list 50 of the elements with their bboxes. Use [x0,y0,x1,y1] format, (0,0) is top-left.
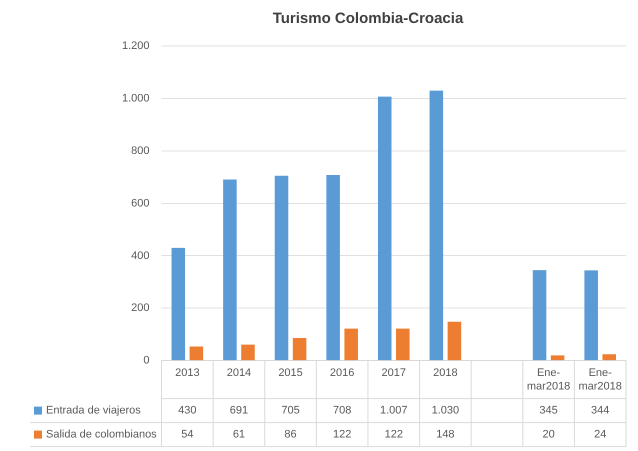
bar [274,176,288,360]
data-label: 122 [384,428,403,441]
bar [532,270,546,360]
bar [190,346,204,360]
data-label: 1.007 [380,404,408,417]
y-tick-label: 1.000 [122,92,150,104]
bar [223,179,237,360]
y-tick-label: 1.200 [122,40,150,52]
x-tick-label: 2018 [433,367,458,380]
data-label: 148 [436,428,455,441]
y-tick-label: 600 [131,197,150,210]
data-label: 345 [539,404,558,417]
y-tick-label: 200 [131,302,150,314]
data-label: 430 [178,404,197,417]
data-label: 20 [542,428,555,441]
x-tick-label: Ene-mar2018 [526,367,570,392]
bar [326,174,340,360]
x-tick-label: 2014 [226,367,252,380]
x-tick-label: 2017 [382,367,406,380]
bar [602,354,616,360]
x-tick-label: 2016 [330,367,354,380]
y-tick-label: 800 [131,144,150,157]
x-tick-label: 2015 [278,367,303,380]
data-label: 86 [284,428,297,441]
data-label: 708 [332,404,352,417]
legend-label: Entrada de viajeros [46,404,142,417]
bar [430,90,444,360]
bar [584,270,598,360]
y-tick-label: 0 [143,354,150,367]
x-tick-label: Ene-mar2018 [578,367,622,392]
bar [344,328,358,360]
bar [550,355,564,360]
bar [378,96,392,360]
x-tick-label: 2013 [175,367,200,380]
bar [448,322,462,360]
y-tick-label: 400 [131,250,150,262]
chart-title: Turismo Colombia-Croacia [272,10,464,28]
data-label: 705 [281,404,300,417]
legend-label: Salida de colombianos [46,428,158,441]
data-label: 344 [591,404,610,417]
bar [241,344,255,360]
data-label: 61 [232,428,246,441]
data-label: 54 [181,428,194,441]
data-label: 691 [230,404,248,417]
bar [172,248,186,360]
data-label: 24 [594,428,606,441]
data-label: 1.030 [432,404,460,417]
data-label: 122 [332,428,352,441]
bar [292,338,306,360]
bar [396,328,410,360]
